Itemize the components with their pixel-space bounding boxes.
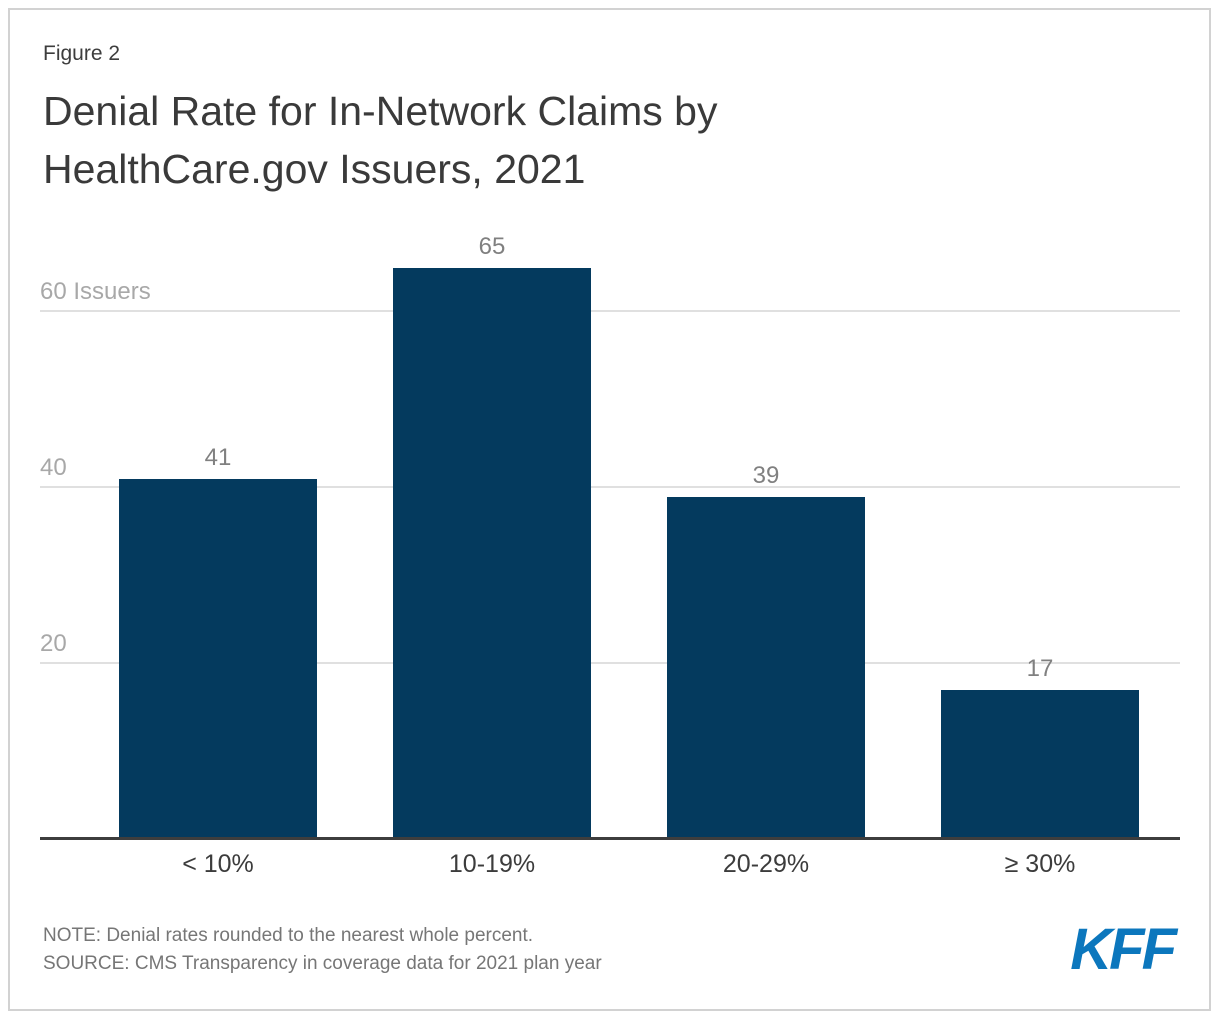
bar-value-label: 41 (204, 444, 232, 472)
plot-area: 20 40 60 Issuers 41 65 39 17 (40, 230, 1180, 840)
x-category-label: 10-19% (448, 850, 536, 878)
gridline-20 (40, 662, 1180, 664)
bar-value-label: 65 (478, 233, 506, 260)
gridline-40 (40, 486, 1180, 488)
bar-20-29% (667, 496, 865, 840)
bar-< 10% (119, 479, 317, 840)
bar-≥ 30% (941, 690, 1139, 840)
x-category-label: < 10% (182, 850, 254, 878)
figure-border (8, 8, 1211, 1011)
x-axis-labels: < 10% 10-19% 20-29% ≥ 30% (40, 850, 1180, 886)
source-text: SOURCE: CMS Transparency in coverage dat… (43, 953, 602, 974)
bar-value-label: 17 (1026, 655, 1054, 683)
footer-notes: NOTE: Denial rates rounded to the neares… (43, 922, 602, 978)
x-category-label: ≥ 30% (1004, 850, 1076, 878)
note-text: NOTE: Denial rates rounded to the neares… (43, 925, 534, 946)
bar-value-label: 39 (752, 461, 780, 489)
x-category-label: 20-29% (722, 850, 810, 878)
x-axis-line (40, 837, 1180, 840)
kff-logo: KFF (1070, 917, 1177, 982)
gridline-60 (40, 310, 1180, 312)
y-tick-label-20: 20 (40, 630, 67, 657)
bar-10-19% (393, 268, 591, 840)
chart-title: Denial Rate for In-Network Claims by Hea… (43, 88, 718, 192)
figure-number-label: Figure 2 (43, 42, 121, 65)
y-tick-label-40: 40 (40, 454, 67, 481)
y-tick-label-60: 60 Issuers (40, 278, 151, 305)
